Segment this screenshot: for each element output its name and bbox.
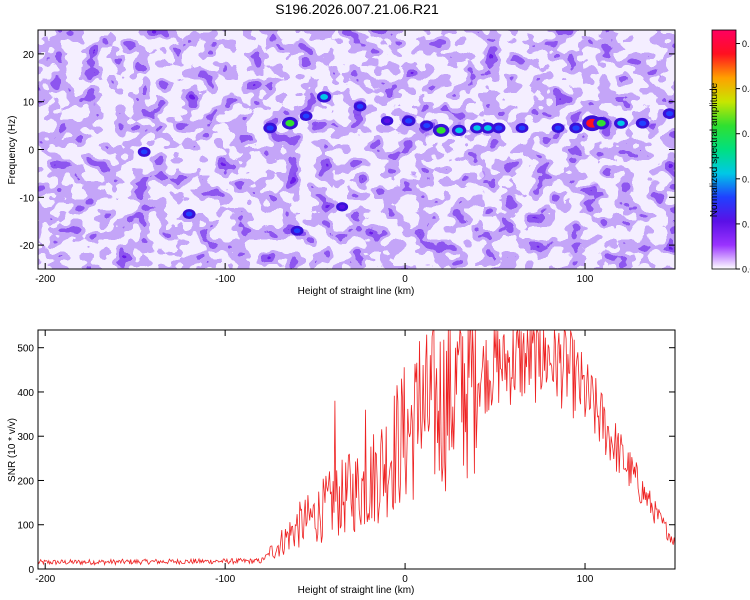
- feature-core: [436, 126, 446, 134]
- signal-features: [137, 91, 675, 236]
- snr-y-label: SNR (10 * v/v): [7, 418, 18, 482]
- snr-y-tick-label: 400: [17, 388, 34, 399]
- spectrogram-x-tick-label: 0: [402, 274, 408, 285]
- colorbar-tick-label: 0.0: [742, 265, 750, 275]
- snr-frame: [37, 329, 676, 570]
- spectrogram-y-tick-label: -10: [20, 193, 35, 204]
- spectrogram-y-label: Frequency (Hz): [7, 116, 18, 185]
- spectrogram-y-tick-label: 10: [23, 98, 35, 109]
- feature-core: [554, 125, 562, 131]
- feature-core: [483, 125, 492, 131]
- colorbar-label: Normalized spectral amplitude: [709, 82, 720, 217]
- snr-y-tick-label: 100: [17, 521, 34, 532]
- snr-x-label: Height of straight line (km): [298, 585, 415, 596]
- colorbar-tick-label: 0.2: [742, 174, 750, 184]
- figure-title: S196.2026.007.21.06.R21: [275, 1, 439, 17]
- colorbar-tick-label: 0.3: [742, 129, 750, 139]
- feature-core: [383, 118, 391, 124]
- spectrogram-x-ticks: -200 -100 0 100: [35, 30, 594, 285]
- feature-core: [666, 111, 674, 117]
- spectrogram-texture: [38, 30, 675, 269]
- snr-x-tick-label: 0: [402, 574, 408, 585]
- feature-core: [302, 113, 310, 119]
- feature-core: [405, 118, 413, 124]
- feature-core: [285, 119, 295, 127]
- snr-panel: -200 -100 0 100 0 100 200 300 400 500 Height of …: [7, 329, 676, 596]
- colorbar-tick-label: 0.4: [742, 84, 750, 94]
- snr-y-ticks: 0 100 200 300 400 500: [17, 344, 675, 576]
- feature-core: [356, 104, 364, 109]
- snr-y-tick-label: 200: [17, 476, 34, 487]
- spectrogram-y-tick-label: -20: [20, 241, 35, 252]
- snr-y-tick-label: 300: [17, 432, 34, 443]
- feature-core: [293, 228, 301, 234]
- snr-x-tick-label: 100: [577, 574, 594, 585]
- spectrogram-y-tick-label: 0: [28, 146, 34, 157]
- snr-y-tick-label: 0: [28, 565, 34, 576]
- feature-core: [140, 149, 148, 155]
- feature-core: [495, 125, 503, 131]
- colorbar: 0.0 0.1 0.2 0.3 0.4 0.5 Normalized spectral a…: [709, 29, 750, 275]
- feature-core: [617, 120, 625, 126]
- feature-core: [473, 125, 481, 131]
- colorbar-tick-label: 0.5: [742, 39, 750, 49]
- colorbar-ticks: 0.0 0.1 0.2 0.3 0.4 0.5: [736, 39, 750, 275]
- feature-core: [639, 120, 647, 126]
- colorbar-scale: [711, 29, 737, 270]
- spectrogram-x-label: Height of straight line (km): [298, 286, 415, 297]
- spectrogram-x-tick-label: -100: [215, 274, 235, 285]
- spectrogram-x-tick-label: 100: [577, 274, 594, 285]
- feature-core: [518, 125, 526, 131]
- feature-core: [339, 204, 346, 210]
- snr-series-line: [38, 330, 675, 566]
- colorbar-tick-label: 0.1: [742, 219, 750, 229]
- feature-core: [455, 127, 463, 134]
- feature-core: [423, 123, 431, 129]
- feature-core: [185, 211, 193, 217]
- spectrogram-y-ticks: -20 -10 0 10 20: [20, 50, 675, 252]
- spectrogram-y-tick-label: 20: [23, 50, 35, 61]
- feature-core: [266, 125, 274, 131]
- feature-core: [596, 119, 606, 127]
- snr-y-tick-label: 500: [17, 344, 34, 355]
- snr-x-tick-label: -200: [35, 574, 55, 585]
- snr-x-tick-label: -100: [215, 574, 235, 585]
- spectrogram-x-tick-label: -200: [35, 274, 55, 285]
- feature-core: [572, 125, 580, 131]
- feature-core: [320, 94, 329, 100]
- snr-x-ticks: -200 -100 0 100: [35, 330, 594, 585]
- snr-plot-area: [38, 330, 675, 569]
